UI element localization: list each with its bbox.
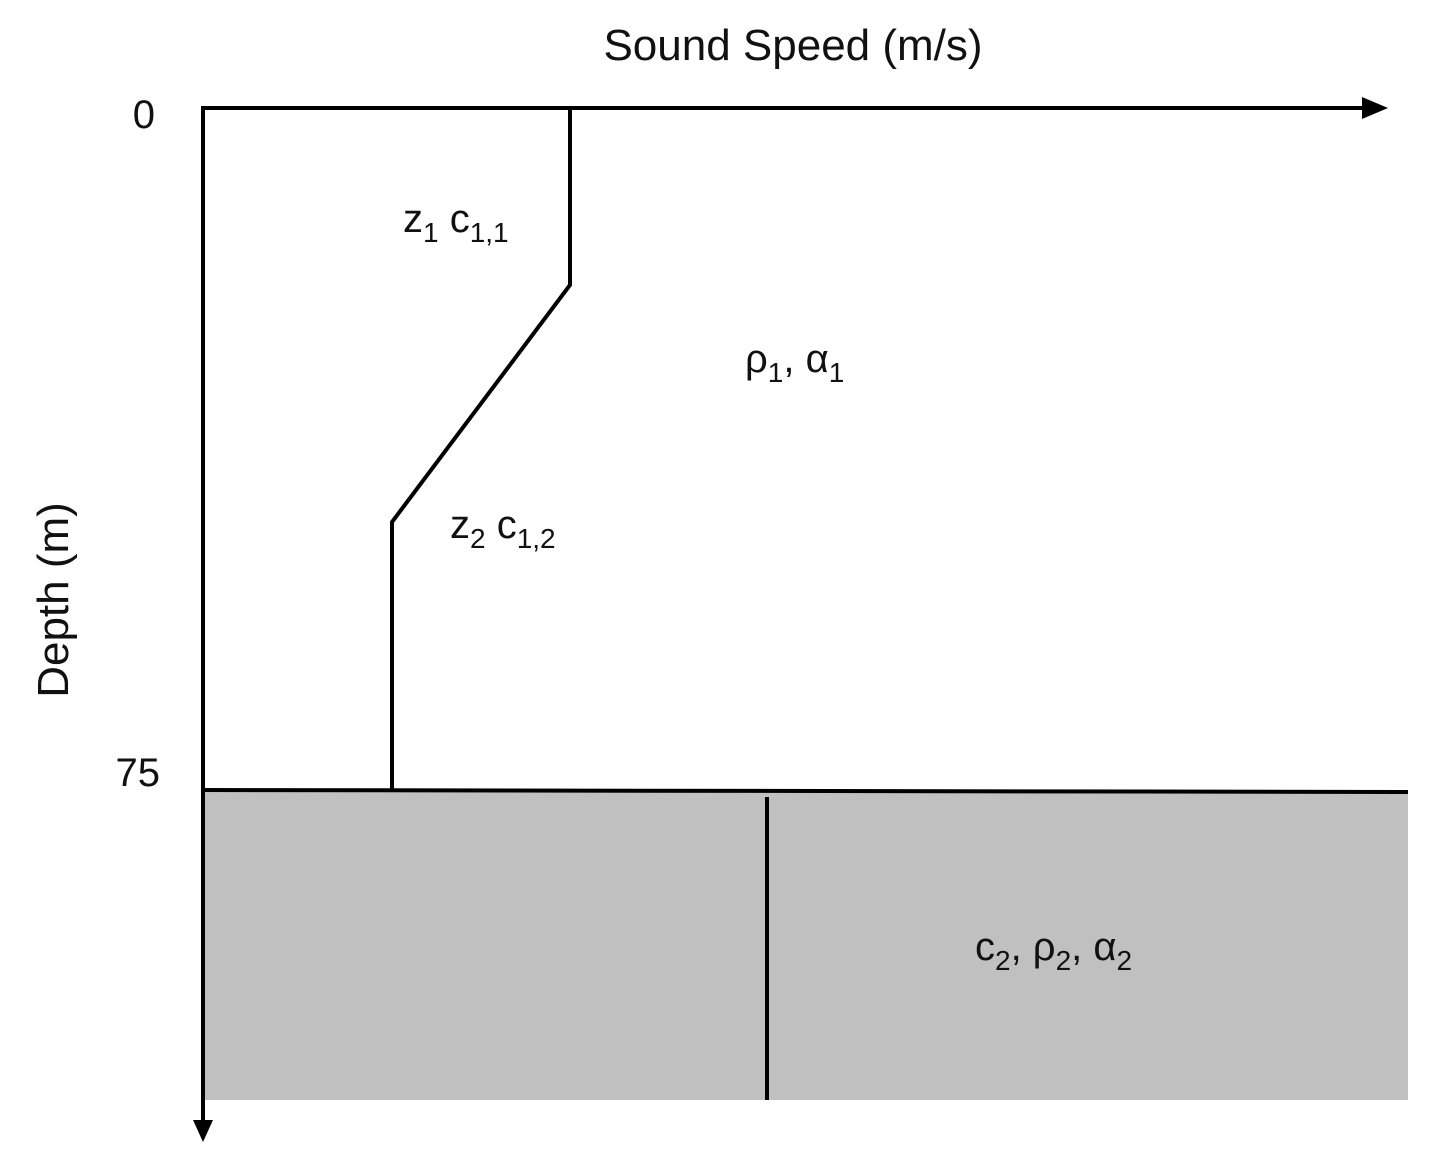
subscript: 2 <box>470 523 486 554</box>
symbol: ρ <box>745 337 768 381</box>
depth-tick: 75 <box>116 751 161 795</box>
region-label: z1 c1,1 <box>403 197 509 248</box>
sound-speed-profile <box>390 108 572 790</box>
region-label: z2 c1,2 <box>450 503 556 554</box>
symbol: z <box>403 197 423 241</box>
subscript: 2 <box>1056 945 1072 976</box>
symbol: c <box>439 197 470 241</box>
subscript: 1 <box>768 357 784 388</box>
depth-tick: 0 <box>133 93 155 137</box>
y-axis-label: Depth (m) <box>29 502 78 698</box>
region-label: ρ1, α1 <box>745 337 844 388</box>
region-label: c2, ρ2, α2 <box>975 925 1132 976</box>
seabed-surface <box>202 788 1409 794</box>
seabed <box>203 790 1408 1100</box>
subscript: 2 <box>1117 945 1133 976</box>
subscript: 1,2 <box>517 523 556 554</box>
subscript: 1 <box>423 217 439 248</box>
symbol: , ρ <box>1011 925 1056 969</box>
symbol: c <box>975 925 995 969</box>
symbol: z <box>450 503 470 547</box>
x-axis-label: Sound Speed (m/s) <box>603 21 982 70</box>
subscript: 1 <box>829 357 845 388</box>
symbol: , α <box>1071 925 1116 969</box>
x-arrow <box>1362 97 1388 119</box>
y-arrow <box>193 1120 213 1142</box>
symbol: c <box>486 503 517 547</box>
subscript: 2 <box>995 945 1011 976</box>
subscript: 1,1 <box>470 217 509 248</box>
symbol: , α <box>783 337 828 381</box>
